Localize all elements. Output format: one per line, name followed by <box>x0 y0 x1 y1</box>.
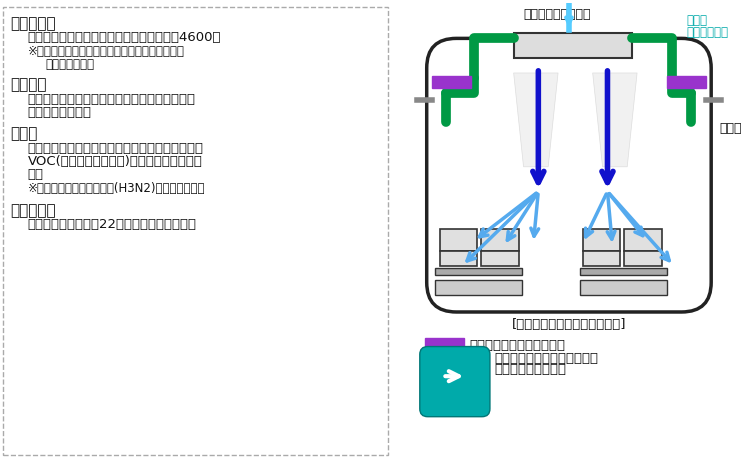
Text: Air Cleaner in Service: Air Cleaner in Service <box>425 409 484 414</box>
Text: 搭載車両: 搭載車両 <box>445 401 465 410</box>
Text: 外の空気を取り込む: 外の空気を取り込む <box>524 8 591 21</box>
Text: ※インフルエンザウイルス(H3N2)への効果を確認: ※インフルエンザウイルス(H3N2)への効果を確認 <box>27 182 205 195</box>
Bar <box>435 280 522 295</box>
Text: 空気清浄機: 空気清浄機 <box>442 392 467 401</box>
Polygon shape <box>513 73 558 167</box>
Text: サンダーバード、はるかなど、特急車両結4600两: サンダーバード、はるかなど、特急車両結4600两 <box>27 31 221 44</box>
Bar <box>624 251 662 266</box>
Text: ・実施時期: ・実施時期 <box>10 203 56 219</box>
Text: 客室天井部にある空調装置の吸い込み口（フィ: 客室天井部にある空調装置の吸い込み口（フィ <box>27 93 195 106</box>
Text: VOC(挥発性有機化合物)除去に優れた効果を: VOC(挥発性有機化合物)除去に優れた効果を <box>27 155 203 168</box>
Bar <box>3 7 388 455</box>
Text: [特急車両の空気清浄のしくみ]: [特急車両の空気清浄のしくみ] <box>512 318 626 331</box>
Bar <box>425 337 464 351</box>
Text: ・対象列車: ・対象列車 <box>10 16 56 31</box>
Bar <box>580 280 666 295</box>
Text: 空調装置: 空調装置 <box>559 35 586 46</box>
Text: ピクトグラムで標記: ピクトグラムで標記 <box>494 363 566 376</box>
Bar <box>440 251 477 266</box>
Text: 空気を: 空気を <box>687 14 707 27</box>
Polygon shape <box>593 73 637 167</box>
Bar <box>481 251 519 266</box>
Bar <box>440 229 477 251</box>
Text: 本年９月以降順次、22年度末までに完了予定: 本年９月以降順次、22年度末までに完了予定 <box>27 218 197 231</box>
Bar <box>435 267 522 275</box>
Bar <box>624 229 662 251</box>
Text: ※停車駅間の走行時間が長く、お客様自身で窓が: ※停車駅間の走行時間が長く、お客様自身で窓が <box>27 45 184 58</box>
Text: ルタ部分）に設置: ルタ部分）に設置 <box>27 106 91 118</box>
Text: ・効果: ・効果 <box>10 126 37 141</box>
Text: ：空気清浄機【今回搭載】: ：空気清浄機【今回搭載】 <box>469 339 565 352</box>
Text: ・しくみ: ・しくみ <box>10 77 46 92</box>
Bar <box>583 229 620 251</box>
Text: 開けられない: 開けられない <box>45 58 94 71</box>
Text: 発揮: 発揮 <box>27 168 44 181</box>
FancyBboxPatch shape <box>420 347 490 417</box>
Bar <box>513 34 632 58</box>
FancyBboxPatch shape <box>426 38 711 312</box>
Text: 空気清浄機を搭載した車両は: 空気清浄機を搭載した車両は <box>494 351 598 365</box>
Text: きれいにする: きれいにする <box>687 25 728 39</box>
Bar <box>481 229 519 251</box>
Bar <box>666 76 707 88</box>
Bar <box>583 251 620 266</box>
Bar <box>432 76 471 88</box>
Text: 光触媒と紫外線の組み合わせにより脱臭・除菌・: 光触媒と紫外線の組み合わせにより脱臭・除菌・ <box>27 142 204 155</box>
Text: 换気口: 换気口 <box>719 122 742 136</box>
Bar <box>580 267 666 275</box>
